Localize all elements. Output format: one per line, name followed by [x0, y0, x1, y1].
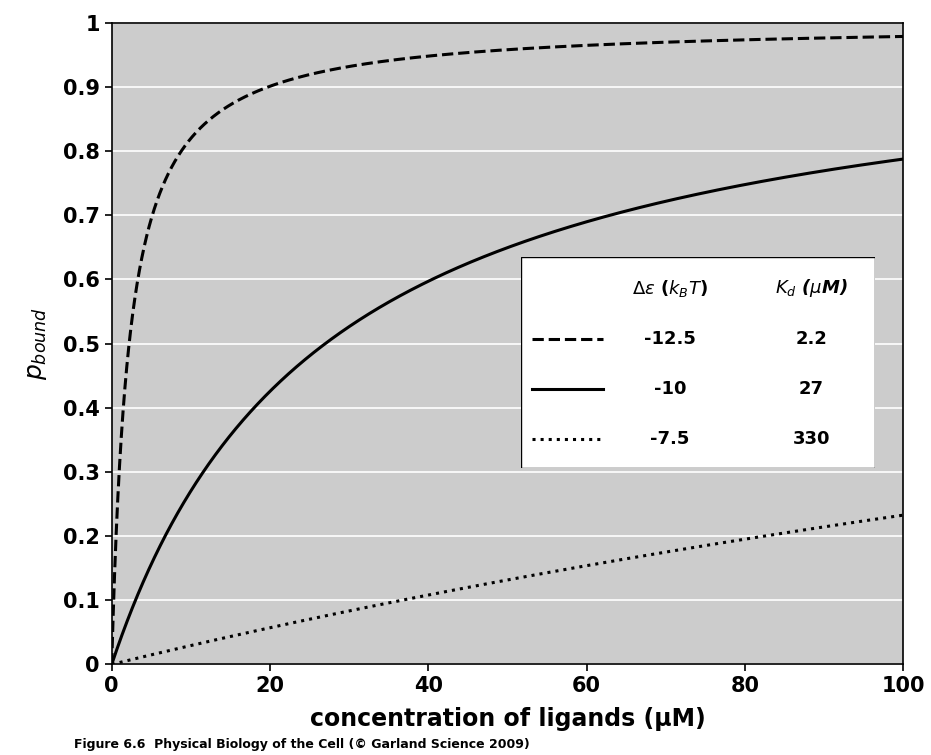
- FancyBboxPatch shape: [521, 257, 875, 468]
- Text: $\Delta\varepsilon$ ($k_B$$T$): $\Delta\varepsilon$ ($k_B$$T$): [632, 278, 708, 299]
- Text: $K_d$ ($\mu$M): $K_d$ ($\mu$M): [776, 277, 848, 300]
- Text: 2.2: 2.2: [795, 330, 828, 347]
- Text: -12.5: -12.5: [644, 330, 695, 347]
- Text: -10: -10: [654, 380, 686, 398]
- Text: 27: 27: [799, 380, 824, 398]
- Y-axis label: $\it{p}_{bound}$: $\it{p}_{bound}$: [25, 307, 49, 380]
- Text: 330: 330: [792, 430, 830, 448]
- X-axis label: concentration of ligands (μM): concentration of ligands (μM): [309, 707, 706, 732]
- Text: -7.5: -7.5: [650, 430, 690, 448]
- Text: Figure 6.6  Physical Biology of the Cell (© Garland Science 2009): Figure 6.6 Physical Biology of the Cell …: [74, 738, 531, 751]
